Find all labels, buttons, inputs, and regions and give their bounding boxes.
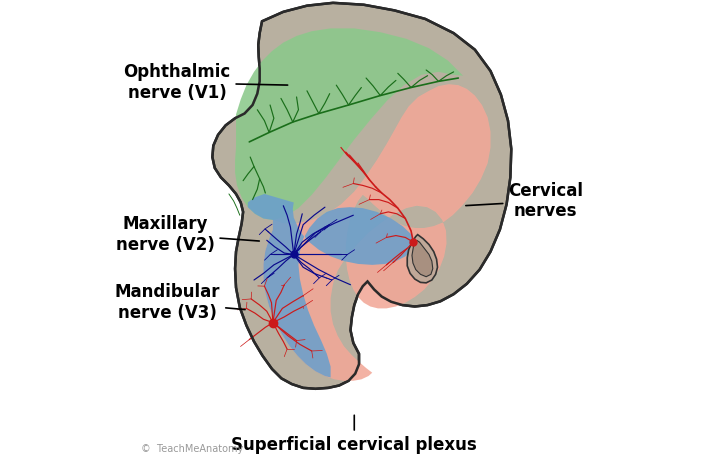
Text: ©  TeachMeAnatomy: © TeachMeAnatomy — [141, 444, 243, 454]
Text: Superficial cervical plexus: Superficial cervical plexus — [231, 415, 477, 454]
Polygon shape — [264, 84, 490, 381]
Text: Cervical
nerves: Cervical nerves — [466, 182, 583, 220]
Text: Mandibular
nerve (V3): Mandibular nerve (V3) — [115, 283, 245, 322]
Polygon shape — [248, 194, 415, 377]
Polygon shape — [412, 240, 433, 277]
Polygon shape — [407, 235, 437, 283]
Polygon shape — [213, 3, 511, 389]
Text: Maxillary
nerve (V2): Maxillary nerve (V2) — [116, 215, 259, 254]
Text: Ophthalmic
nerve (V1): Ophthalmic nerve (V1) — [123, 63, 288, 102]
Polygon shape — [235, 28, 463, 220]
